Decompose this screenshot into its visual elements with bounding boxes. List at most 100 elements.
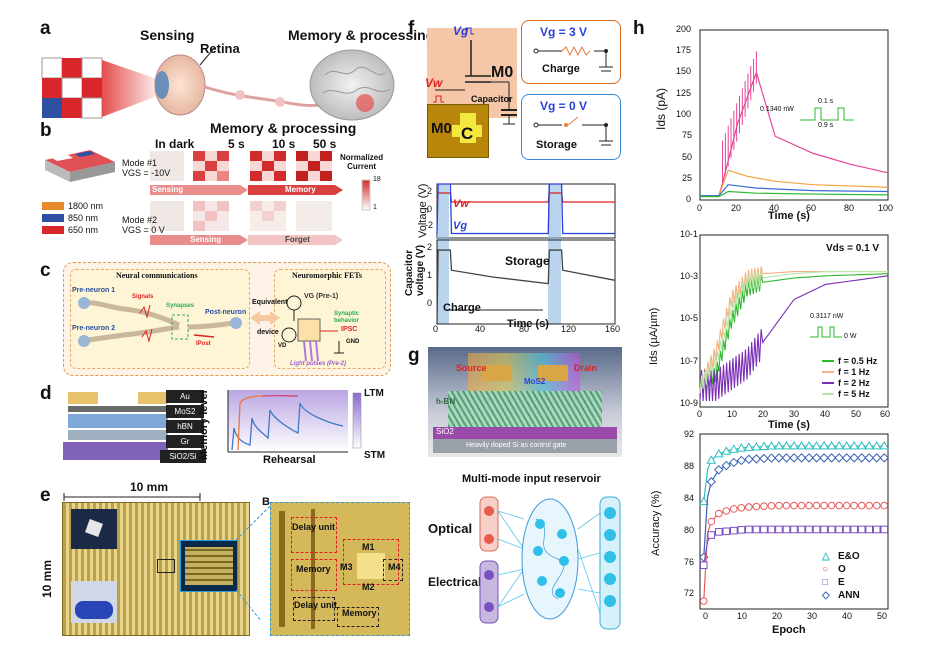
h-plot3-svg: [698, 433, 890, 610]
h3-marker-E&O: [819, 440, 829, 450]
h-plot1-svg: [699, 29, 889, 201]
panel-b-grids: [45, 150, 371, 245]
h2-ylabel: Ids (µA/µm): [648, 307, 660, 365]
h3-marker-O: [707, 517, 716, 526]
circuit-background: [427, 28, 517, 118]
charge-box: Vg = 3 V Charge: [521, 20, 621, 84]
h3-marker-ANN: [841, 453, 852, 463]
h1-inset-pulse: [800, 107, 854, 121]
pre-neuron-1: Pre-neuron 1: [72, 287, 116, 294]
h3-marker-E: [842, 525, 851, 534]
grid-50s-mode2: [296, 201, 332, 231]
panel-e-label: e: [40, 485, 51, 506]
h3-marker-E: [820, 525, 828, 534]
charge-band-1: [437, 184, 449, 324]
source-electrode: [482, 365, 512, 381]
switch-icon: [567, 116, 579, 126]
neural-title: Neural communications: [116, 271, 198, 280]
grid-50s-mode1: [296, 151, 332, 181]
h3-marker-E: [850, 525, 858, 534]
arrow-sensing-2: [150, 235, 248, 245]
h3-marker-E: [865, 525, 873, 534]
h3-marker-O: [880, 501, 889, 510]
h3-marker-O: [835, 501, 843, 510]
col-50s: 50 s: [313, 137, 337, 151]
h3-marker-ANN: [796, 453, 807, 463]
h3-marker-O: [782, 501, 791, 510]
h3-marker-E&O: [736, 443, 747, 452]
memory-curve-orange: [237, 395, 264, 451]
h3-marker-E&O: [879, 440, 890, 450]
h3-marker-E: [797, 525, 806, 534]
h3-marker-E&O: [871, 440, 882, 450]
vg-source-icon: [286, 295, 302, 311]
h-plot2-svg: [699, 234, 889, 408]
checker-pattern: [41, 57, 103, 119]
capacitor-ylabel: Capacitor voltage (V): [404, 244, 426, 296]
panel-c: Neural communications Neuromorphic FETs …: [63, 262, 391, 376]
h3-marker-E&O: [781, 440, 792, 450]
h3-marker-E&O: [698, 496, 709, 506]
h3-marker-ANN: [826, 453, 837, 463]
storage-box: Vg = 0 V Storage: [521, 94, 621, 160]
grid-10s-mode2: [250, 201, 286, 231]
memory-processing-title: Memory & processing: [288, 27, 435, 43]
panel-d-label: d: [40, 383, 52, 404]
h3-marker-E: [767, 525, 776, 534]
arrow-forget: [248, 235, 343, 245]
h3-marker-O: [872, 501, 881, 510]
delay-unit-1: [291, 517, 337, 553]
h3-marker-ANN: [804, 453, 814, 463]
panel-e: 10 mm 10 mm B Delay unit Memory Delay un…: [40, 480, 410, 640]
charge-band-2: [548, 184, 561, 324]
h3-marker-ANN: [729, 457, 739, 468]
h3-marker-E: [722, 527, 731, 536]
h3-marker-E: [699, 561, 708, 570]
h2-inset-pulse: [810, 326, 842, 338]
sio2-layer: [433, 427, 617, 439]
h-plot2: Ids (µA/µm) 10-1 10-3 10-5 10-7 10-9 0 1…: [640, 225, 900, 431]
h3-marker-O: [827, 501, 836, 510]
pre-neuron-2: Pre-neuron 2: [72, 325, 116, 332]
light-pulses-icon: [303, 340, 319, 362]
h3-marker-O: [737, 503, 746, 512]
h3-marker-ANN: [811, 453, 822, 463]
sensing-title: Sensing: [140, 27, 195, 43]
h3-axes: [699, 433, 889, 610]
arrow-sensing-1: [150, 185, 248, 195]
fet-title: Neuromorphic FETs: [292, 271, 363, 280]
sio2-si-layer: [63, 442, 168, 460]
reservoir-title: Multi-mode input reservoir: [462, 473, 601, 485]
h3-marker-ANN: [706, 477, 716, 487]
reservoir-diagram: [479, 496, 621, 630]
circuit-schematic: [433, 27, 517, 125]
mode2-name: Mode #2: [122, 215, 158, 225]
f-plots: [436, 183, 616, 325]
h3-series-E: [703, 528, 888, 566]
layout-zoom: [270, 502, 410, 636]
h2-axes: [699, 234, 889, 408]
h3-marker-ANN: [849, 453, 859, 463]
h3-marker-E&O: [713, 448, 724, 458]
h3-marker-O: [857, 501, 866, 510]
h3-marker-E&O: [774, 440, 784, 450]
h3-marker-ANN: [834, 453, 844, 463]
h3-marker-E&O: [826, 440, 837, 450]
h3-marker-O: [805, 501, 813, 510]
swatch-1800: [42, 202, 64, 210]
h3-marker-O: [865, 501, 873, 510]
light-beam: [102, 60, 160, 117]
mode2-bias: VGS = 0 V: [122, 225, 165, 235]
retina-title: Retina: [200, 41, 240, 56]
grid-10s-mode1: [250, 151, 286, 181]
equivalent-arrow-icon: [250, 311, 280, 325]
h1-series-2: [700, 184, 889, 197]
h3-series-O: [703, 504, 888, 602]
m1-box: [343, 539, 399, 585]
memory-colorbar: [352, 392, 362, 449]
memory-plot: [227, 390, 362, 453]
h3-marker-O: [842, 501, 851, 510]
h3-marker-O: [752, 502, 761, 511]
h3-marker-E: [835, 525, 843, 534]
h3-marker-E: [775, 525, 783, 534]
